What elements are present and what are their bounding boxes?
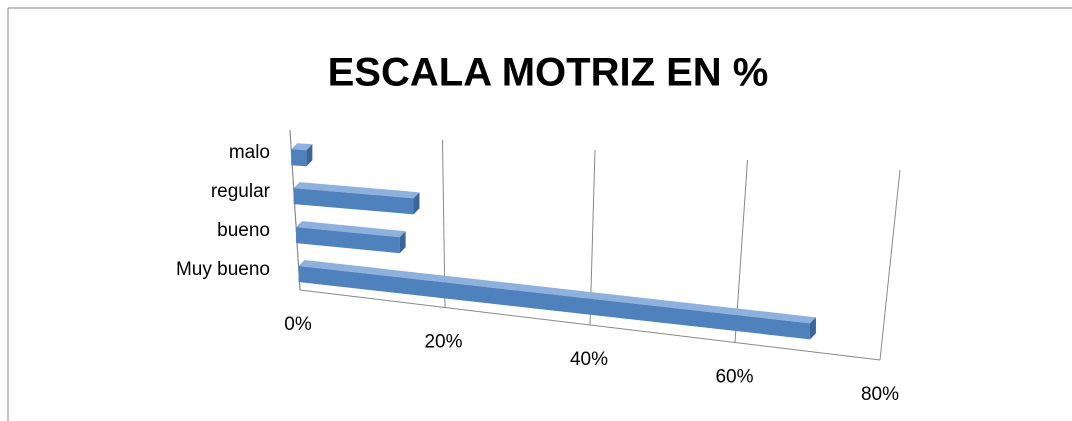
y-tick-label: malo: [229, 142, 270, 163]
y-tick-label: Muy bueno: [176, 259, 270, 280]
grid-line: [879, 169, 901, 361]
x-tick-label: 40%: [570, 349, 608, 370]
bar: [293, 188, 414, 215]
bar-top: [296, 221, 406, 238]
bar-top: [291, 143, 313, 151]
x-tick-label: 20%: [424, 332, 462, 353]
bar-end: [809, 317, 816, 340]
bar-top: [298, 260, 816, 324]
chart-title: ESCALA MOTRIZ EN %: [328, 51, 769, 95]
bar-end: [306, 144, 313, 167]
bar: [291, 149, 307, 167]
x-tick-label: 0%: [284, 314, 312, 335]
bar-top: [293, 182, 420, 199]
y-tick-label: regular: [211, 181, 271, 202]
bar: [298, 266, 810, 340]
x-tick-label: 60%: [715, 367, 753, 388]
y-tick-label: bueno: [217, 220, 270, 241]
bar-end: [413, 192, 420, 215]
bar: [296, 227, 400, 254]
bar-end: [399, 231, 406, 254]
x-tick-label: 80%: [861, 384, 899, 405]
